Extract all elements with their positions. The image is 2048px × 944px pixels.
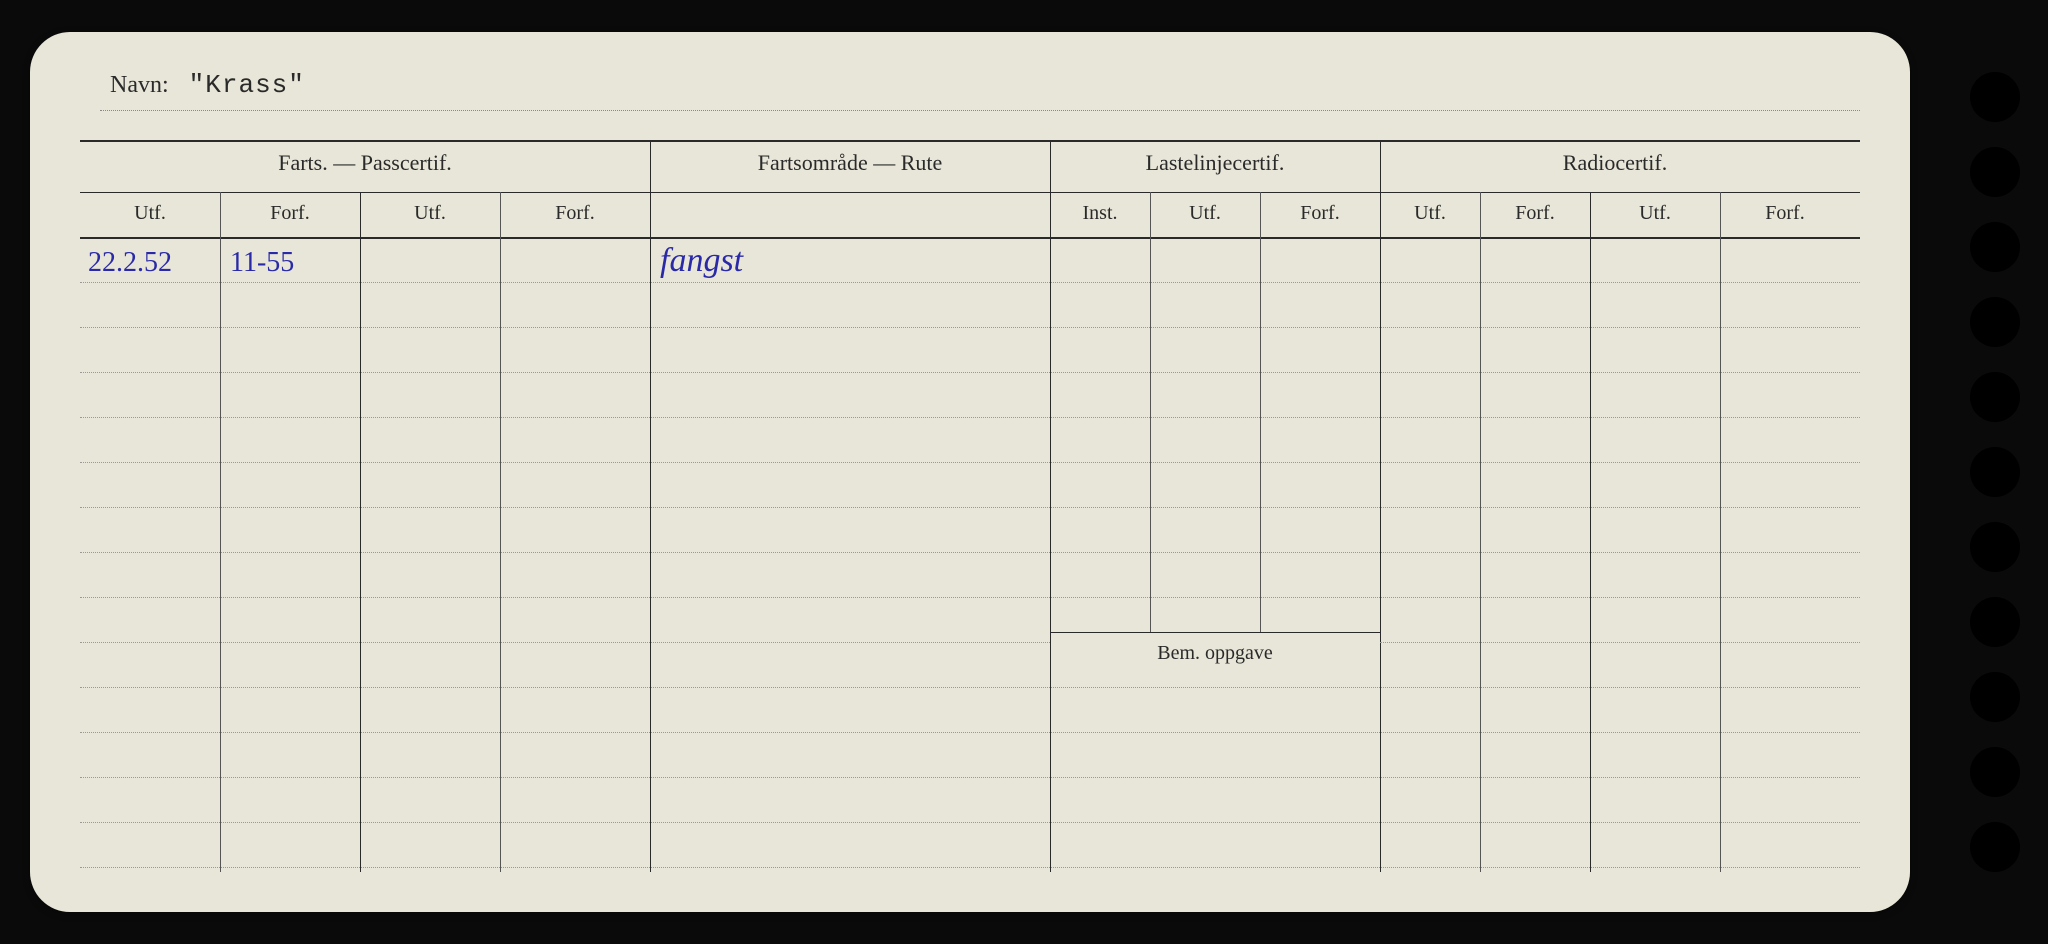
rule-top [80, 140, 1860, 142]
section-radio: Radiocertif. [1380, 150, 1850, 176]
row-line [1380, 642, 1860, 643]
section-lastelinje: Lastelinjecertif. [1050, 150, 1380, 176]
row-line [80, 282, 1860, 283]
row-line [80, 597, 1860, 598]
col-fp-utf2: Utf. [360, 202, 500, 225]
row-line [80, 687, 1860, 688]
vline-ll-end [1380, 140, 1381, 872]
vline-rute-end [1050, 140, 1051, 872]
bem-rule [1050, 632, 1380, 633]
rule-mid [80, 192, 1860, 193]
punch-hole [1970, 147, 2020, 197]
punch-holes [1970, 72, 2030, 872]
navn-label: Navn: [110, 72, 169, 99]
navn-value: "Krass" [189, 70, 305, 100]
row-line [80, 642, 1050, 643]
row-line [80, 732, 1860, 733]
col-ll-utf: Utf. [1150, 202, 1260, 225]
row-line [80, 552, 1860, 553]
punch-hole [1970, 372, 2020, 422]
vline-ll2 [1260, 192, 1261, 632]
punch-hole [1970, 447, 2020, 497]
row-line [80, 822, 1860, 823]
col-r-forf2: Forf. [1720, 202, 1850, 225]
row-line [80, 372, 1860, 373]
row-line [80, 867, 1860, 868]
col-fp-forf1: Forf. [220, 202, 360, 225]
vline-fp1 [220, 192, 221, 872]
vline-fp2 [360, 192, 361, 872]
punch-hole [1970, 672, 2020, 722]
col-ll-forf: Forf. [1260, 202, 1380, 225]
col-fp-forf2: Forf. [500, 202, 650, 225]
navn-underline [100, 110, 1860, 111]
vline-fp-end [650, 140, 651, 872]
col-fp-utf1: Utf. [80, 202, 220, 225]
punch-hole [1970, 822, 2020, 872]
row-line [80, 417, 1860, 418]
header-row: Navn: "Krass" [110, 70, 1870, 120]
col-r-utf1: Utf. [1380, 202, 1480, 225]
punch-hole [1970, 72, 2020, 122]
col-r-utf2: Utf. [1590, 202, 1720, 225]
col-ll-inst: Inst. [1050, 202, 1150, 225]
section-farts-pass: Farts. — Passcertif. [80, 150, 650, 176]
punch-hole [1970, 597, 2020, 647]
punch-hole [1970, 297, 2020, 347]
vline-r1 [1480, 192, 1481, 872]
row-line [80, 327, 1860, 328]
entry-forf: 11-55 [230, 247, 294, 279]
row-line [80, 462, 1860, 463]
section-fartsomrade: Fartsområde — Rute [650, 150, 1050, 176]
vline-r2 [1590, 192, 1591, 872]
col-r-forf1: Forf. [1480, 202, 1590, 225]
bem-oppgave-label: Bem. oppgave [1050, 642, 1380, 665]
punch-hole [1970, 222, 2020, 272]
row-line [80, 507, 1860, 508]
vline-ll1 [1150, 192, 1151, 632]
vline-r3 [1720, 192, 1721, 872]
punch-hole [1970, 747, 2020, 797]
rule-header-bottom [80, 237, 1860, 239]
row-line [80, 777, 1860, 778]
entry-rute: fangst [660, 242, 743, 280]
record-card: Navn: "Krass" Farts. — Passcertif. Farts… [30, 32, 1910, 912]
entry-utf: 22.2.52 [88, 247, 172, 279]
punch-hole [1970, 522, 2020, 572]
vline-fp3 [500, 192, 501, 872]
